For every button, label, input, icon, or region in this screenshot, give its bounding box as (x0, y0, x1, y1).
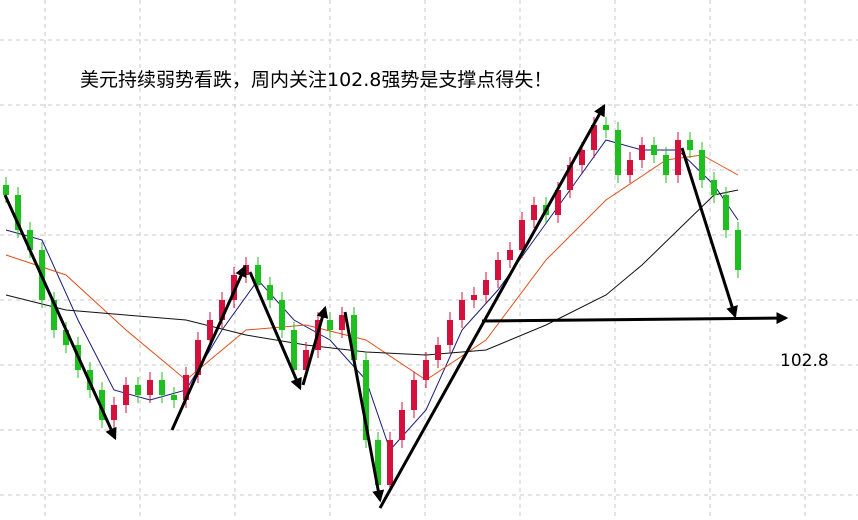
candle-body (123, 385, 129, 405)
chart-title: 美元持续弱势看跌，周内关注102.8强势是支撑点得失！ (80, 69, 552, 91)
candle-body (351, 315, 357, 360)
candle-body (447, 320, 453, 345)
candle-body (435, 345, 441, 360)
candle-body (723, 195, 729, 230)
candle-body (3, 185, 9, 195)
candle-body (603, 125, 609, 130)
trend-arrows (3, 103, 738, 509)
support-label: 102.8 (780, 351, 829, 371)
candle-body (555, 190, 561, 215)
candle-body (711, 180, 717, 195)
candle-body (735, 230, 741, 270)
candle-body (27, 230, 33, 250)
candle-body (567, 165, 573, 190)
arrow (378, 103, 606, 509)
candle-body (291, 330, 297, 370)
arrow (3, 194, 117, 441)
candle-body (195, 340, 201, 375)
candle-body (15, 195, 21, 230)
plot (3, 117, 741, 493)
candle-body (231, 275, 237, 300)
candle-body (411, 380, 417, 410)
candle-body (471, 295, 477, 300)
arrow (680, 147, 738, 319)
candle-body (639, 145, 645, 160)
candle-body (591, 125, 597, 150)
candle-body (507, 250, 513, 260)
moving-average (5, 154, 739, 381)
moving-average (5, 139, 739, 451)
arrow (343, 311, 385, 503)
candle-body (483, 280, 489, 295)
candle-body (171, 395, 177, 400)
candle-body (675, 140, 681, 175)
candle-body (651, 145, 657, 155)
candle-body (579, 150, 585, 165)
arrow (170, 264, 247, 431)
candle-body (495, 260, 501, 280)
candle-body (663, 155, 669, 175)
candle-body (99, 390, 105, 420)
candle-body (63, 330, 69, 345)
candle-body (363, 360, 369, 440)
candle-body (687, 140, 693, 150)
candle-body (147, 380, 153, 395)
arrow (248, 271, 302, 391)
arrow (301, 305, 329, 386)
candle-body (627, 160, 633, 175)
candle-body (135, 385, 141, 395)
candle-body (255, 265, 261, 285)
candle-body (279, 300, 285, 330)
candle-body (183, 375, 189, 400)
candle-body (519, 220, 525, 250)
moving-average (5, 189, 739, 356)
candle-body (699, 150, 705, 180)
candle-body (111, 405, 117, 420)
candle-body (615, 130, 621, 175)
candle-body (423, 360, 429, 380)
candle-body (459, 300, 465, 320)
candle-body (531, 205, 537, 220)
candle-body (267, 285, 273, 300)
candle-body (303, 350, 309, 370)
candle-body (387, 440, 393, 485)
candle-body (375, 440, 381, 485)
candle-body (399, 410, 405, 440)
support-line (481, 312, 789, 325)
candle-body (339, 315, 345, 330)
candle-body (327, 320, 333, 330)
candle-body (51, 300, 57, 330)
candle-body (207, 320, 213, 340)
candle-body (219, 300, 225, 320)
candle-body (159, 380, 165, 395)
